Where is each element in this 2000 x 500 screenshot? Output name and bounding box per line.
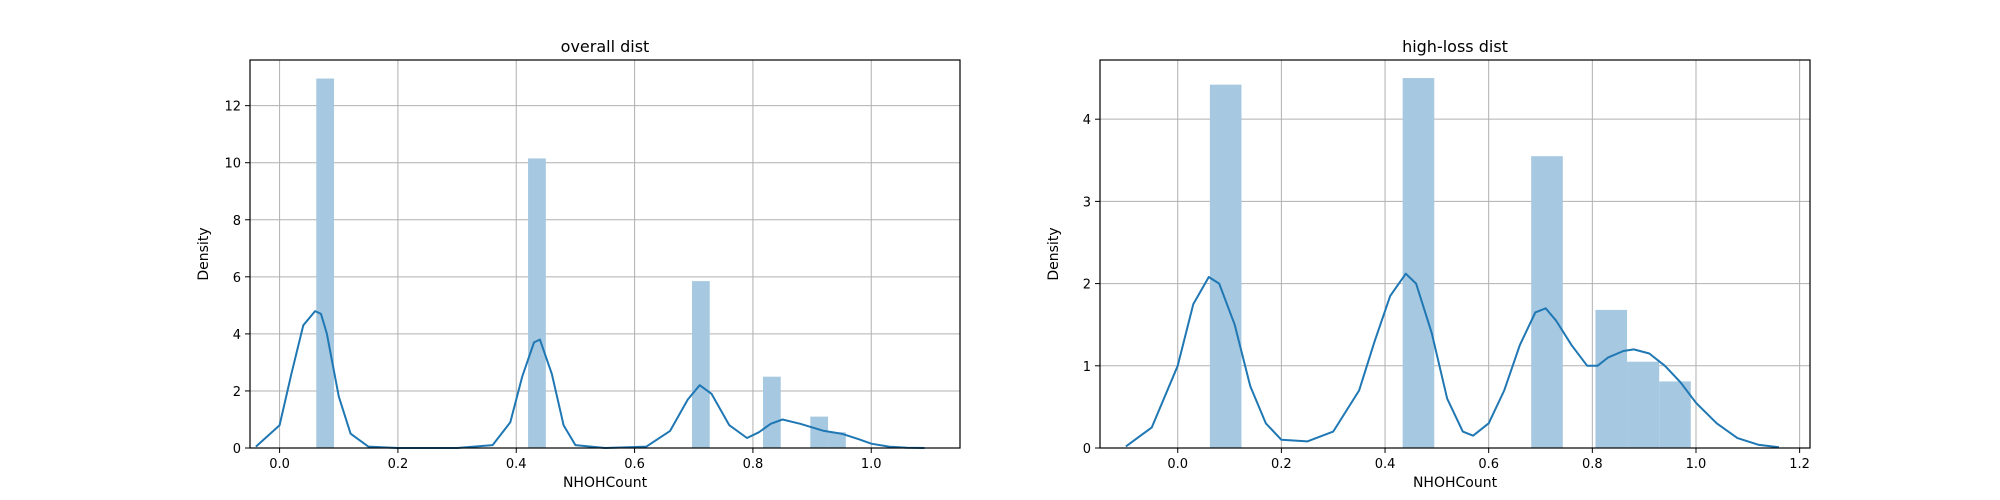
y-tick-label: 4 (1083, 113, 1091, 128)
x-tick-label: 0.4 (1375, 457, 1396, 472)
x-axis-label: NHOHCount (563, 475, 648, 491)
histogram-bar (316, 78, 335, 448)
histogram-bar (1595, 309, 1628, 448)
y-tick-label: 10 (224, 157, 241, 172)
histogram-bar (762, 376, 781, 448)
x-tick-label: 0.8 (1582, 457, 1603, 472)
x-tick-label: 1.0 (861, 457, 882, 472)
histogram-bar (828, 432, 846, 448)
histogram-bar (1402, 78, 1435, 448)
histogram-bar (691, 281, 710, 448)
y-tick-label: 3 (1083, 195, 1091, 210)
y-tick-label: 0 (1083, 442, 1091, 457)
x-tick-label: 0.6 (624, 457, 645, 472)
histogram-bar (1627, 361, 1660, 448)
chart-panel-2: 0.0 0.2 0.4 0.6 0.8 1.0 1.2 0 1 2 3 4 high-loss dist… (1046, 37, 1811, 491)
x-axis-label: NHOHCount (1413, 475, 1498, 491)
y-tick-label: 12 (224, 100, 241, 115)
axes-frame (249, 59, 961, 449)
axes-frame (1099, 59, 1811, 449)
x-tick-label: 0.0 (1167, 457, 1188, 472)
histogram-bar (810, 416, 829, 448)
kde-line (1125, 272, 1780, 449)
x-tick-label: 0.4 (506, 457, 527, 472)
y-tick-label: 8 (233, 214, 241, 229)
y-tick-label: 2 (1083, 278, 1091, 293)
histogram-bar (1209, 84, 1242, 449)
histogram-bar (528, 158, 546, 449)
y-tick-label: 6 (233, 271, 241, 286)
x-tick-label: 0.6 (1478, 457, 1499, 472)
y-tick-label: 1 (1083, 360, 1091, 375)
x-tick-label: 1.2 (1789, 457, 1810, 472)
y-tick-label: 0 (233, 442, 241, 457)
y-axis-label: Density (1046, 227, 1062, 280)
x-tick-label: 0.8 (743, 457, 764, 472)
y-tick-label: 2 (233, 385, 241, 400)
y-axis-label: Density (196, 227, 212, 280)
x-tick-label: 0.0 (269, 457, 290, 472)
x-tick-label: 1.0 (1686, 457, 1707, 472)
y-tick-label: 4 (233, 328, 241, 343)
kde-line (255, 310, 925, 449)
chart-title: overall dist (561, 37, 650, 56)
chart-title: high-loss dist (1402, 37, 1508, 56)
x-tick-label: 0.2 (388, 457, 409, 472)
x-tick-label: 0.2 (1271, 457, 1292, 472)
histogram-bar (1531, 156, 1563, 448)
chart-panel-1: 0.0 0.2 0.4 0.6 0.8 1.0 0 2 4 6 8 10 12 overall dist N… (196, 37, 961, 491)
histogram-bar (1659, 381, 1691, 448)
